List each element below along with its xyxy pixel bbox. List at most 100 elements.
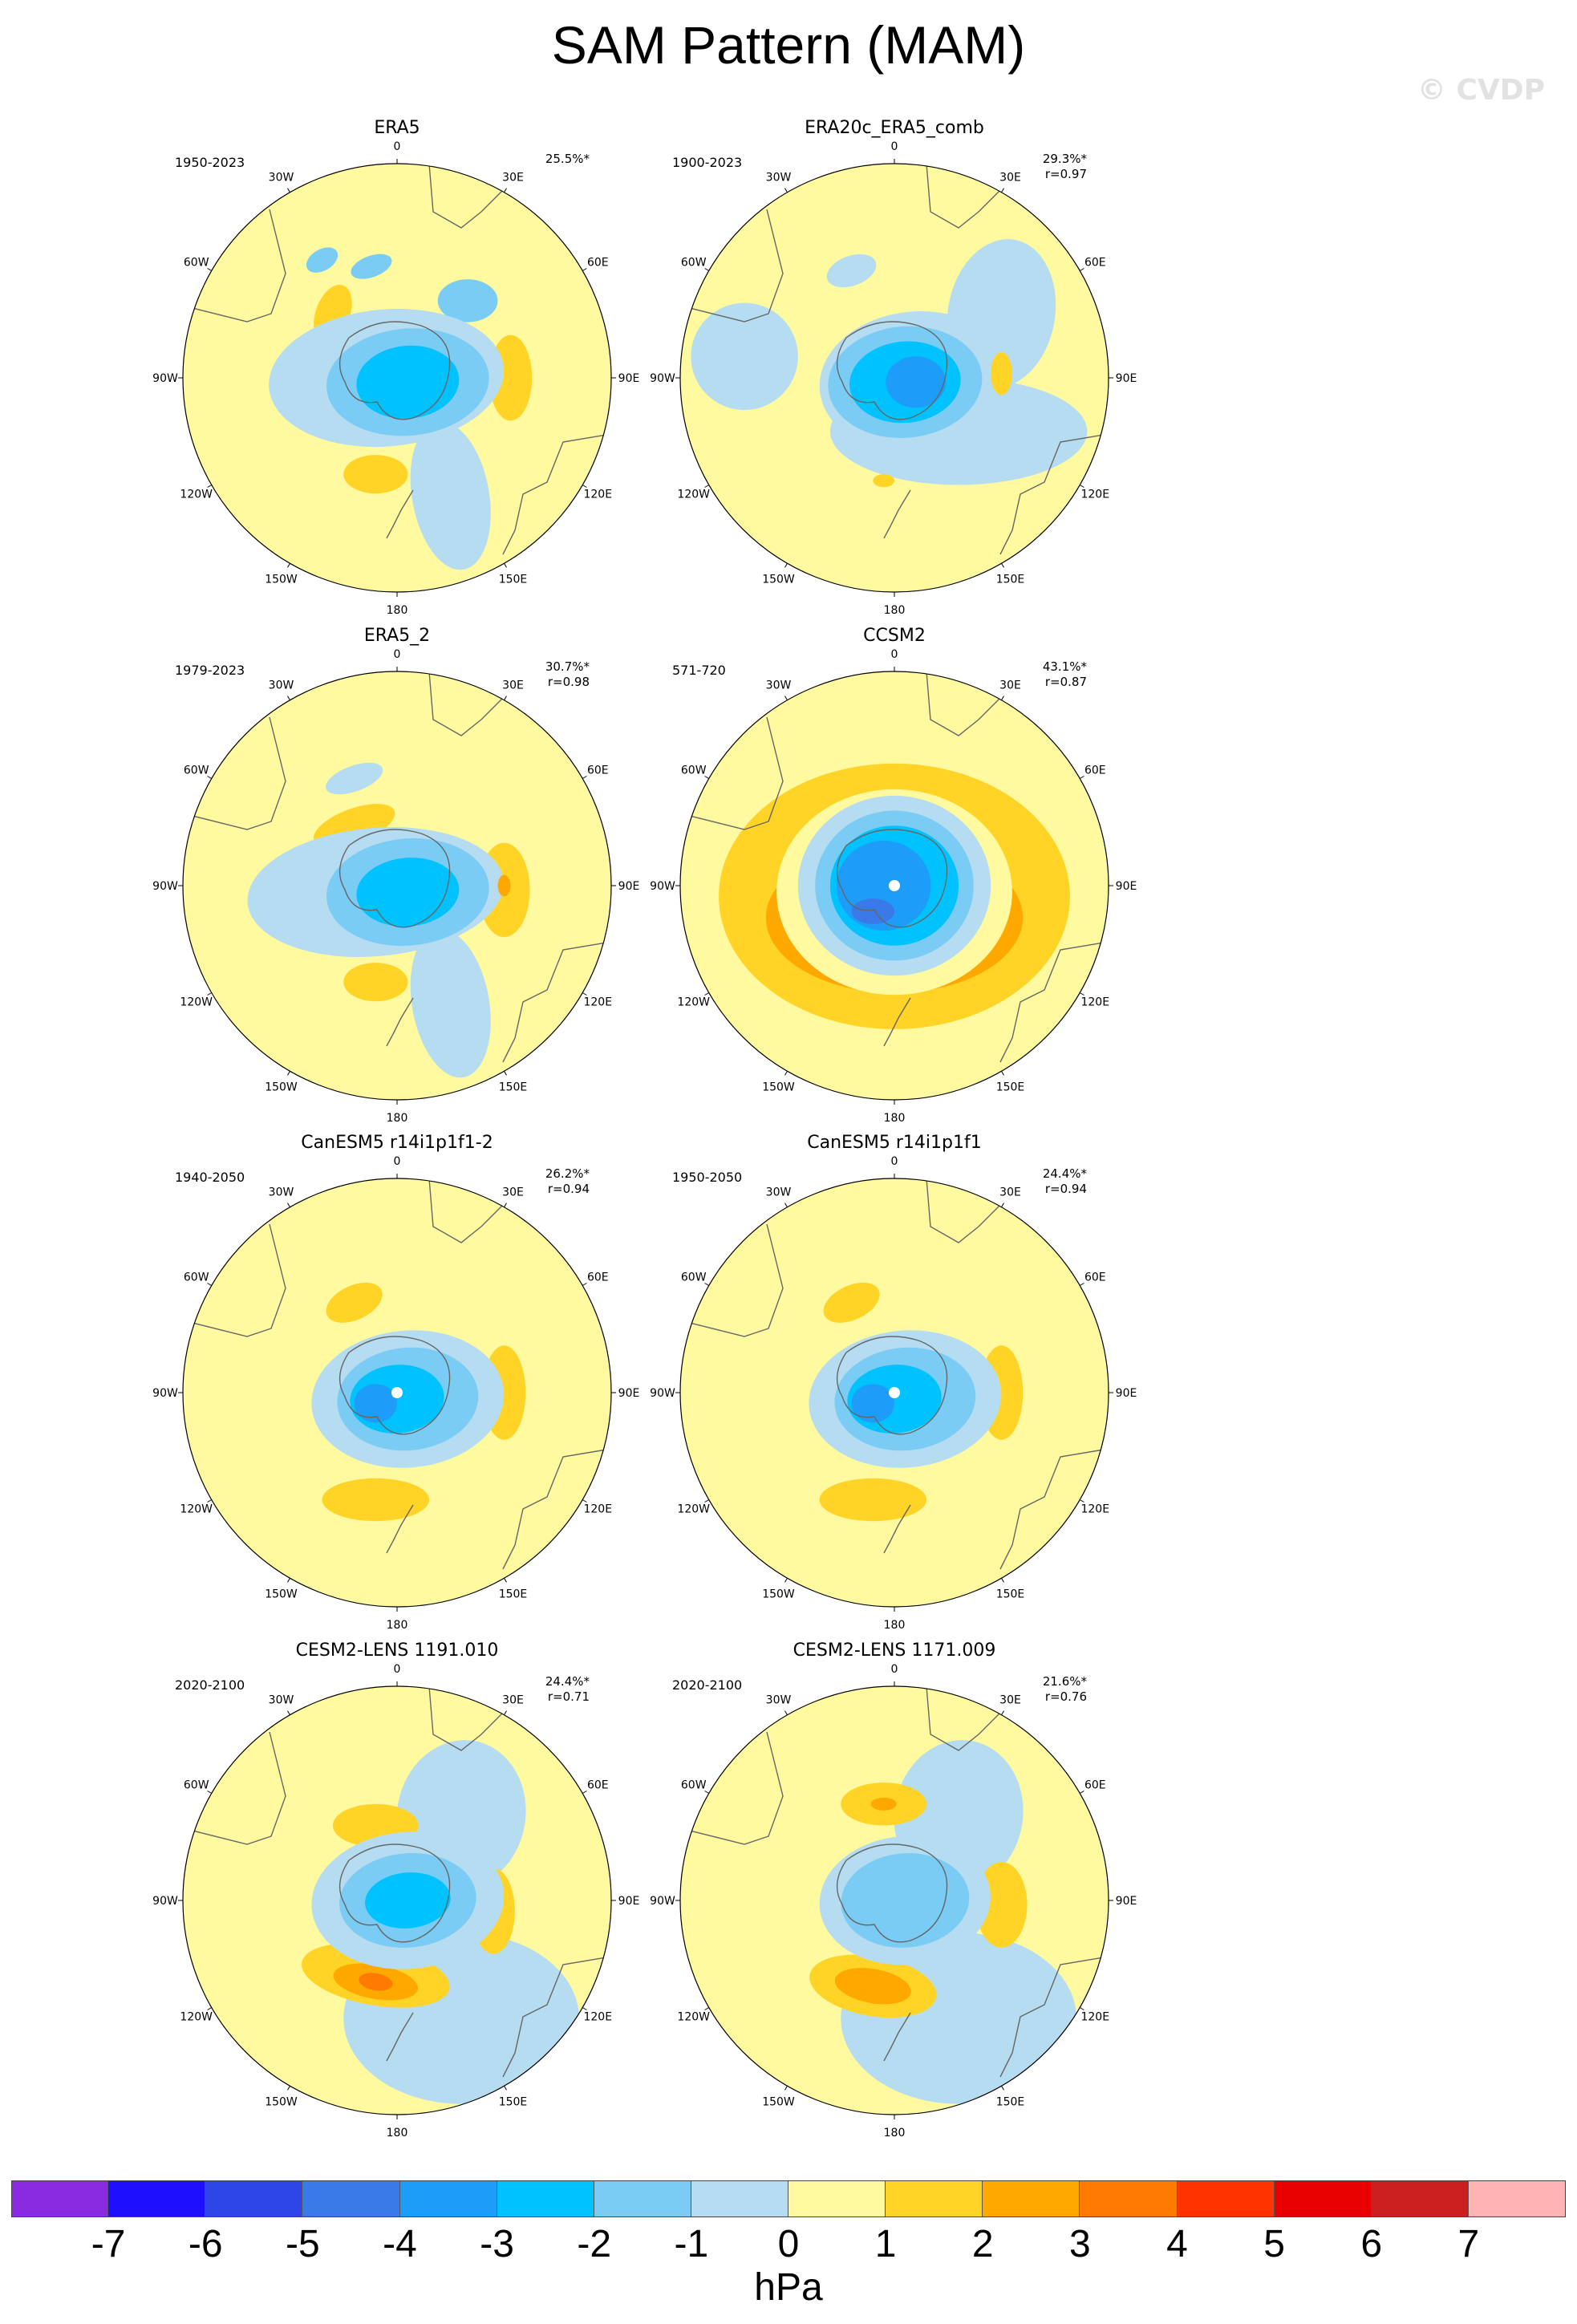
longitude-label: 120W (677, 996, 710, 1009)
longitude-tick (704, 1791, 710, 1794)
anomaly-contour (306, 247, 339, 273)
australia-coastline (502, 433, 611, 555)
africa-coastline (428, 1178, 514, 1243)
colorbar-swatch (1080, 2180, 1178, 2217)
longitude-tick (704, 992, 710, 996)
longitude-tick (287, 696, 290, 701)
anomaly-contour (886, 356, 947, 408)
polar-map: 0 30E 60E 90E 120E 150E 180 150W 120W 90W 60W 30W (152, 1155, 639, 1632)
anomaly-contour (359, 1973, 393, 1991)
panel-title: ERA20c_ERA5_comb (805, 118, 984, 138)
longitude-label: 0 (891, 648, 898, 661)
longitude-label: 150E (499, 2095, 528, 2108)
australia-coastline (502, 1448, 611, 1570)
longitude-tick (504, 188, 507, 193)
longitude-label: 30W (269, 1694, 294, 1707)
anomaly-contour (365, 1872, 451, 1929)
antarctica-coastline (836, 1336, 948, 1435)
longitude-label: 120E (1080, 489, 1109, 501)
longitude-label: 30W (766, 679, 792, 692)
longitude-label: 60E (587, 1272, 609, 1284)
anomaly-contour (826, 253, 877, 288)
longitude-label: 180 (387, 1112, 408, 1125)
south-pole-missing-dot (889, 880, 900, 891)
longitude-tick (704, 268, 710, 271)
longitude-label: 60W (184, 257, 209, 270)
panel-period: 571-720 (672, 663, 726, 678)
colorbar-swatch (788, 2180, 886, 2217)
longitude-label: 150E (499, 1081, 528, 1093)
longitude-label: 60W (681, 1779, 707, 1792)
colorbar-swatch (399, 2180, 497, 2217)
south-pole-missing-dot (889, 1387, 900, 1398)
longitude-tick (784, 1710, 788, 1716)
new-zealand-coastline (883, 1504, 911, 1554)
longitude-tick (784, 1070, 788, 1076)
longitude-label: 60W (184, 1272, 209, 1284)
longitude-label: 60W (681, 257, 707, 270)
anomaly-contour (356, 858, 460, 927)
africa-coastline (926, 164, 1011, 229)
longitude-label: 150E (996, 2095, 1025, 2108)
longitude-label: 30E (502, 1694, 524, 1707)
anomaly-contour (873, 474, 894, 488)
longitude-label: 60W (681, 765, 707, 777)
new-zealand-coastline (883, 489, 911, 539)
anomaly-contour (410, 421, 491, 570)
longitude-label: 60E (587, 765, 609, 777)
australia-coastline (502, 941, 611, 1063)
longitude-label: 90W (650, 1895, 675, 1908)
longitude-label: 150W (762, 573, 795, 586)
polar-map: 0 30E 60E 90E 120E 150E 180 150W 120W 90W 60W 30W (650, 1663, 1137, 2139)
longitude-label: 0 (394, 140, 401, 153)
longitude-tick (287, 1203, 290, 1208)
longitude-label: 0 (394, 1663, 401, 1676)
longitude-label: 150W (762, 1588, 795, 1600)
africa-coastline (428, 164, 514, 229)
colorbar-units: hPa (754, 2266, 823, 2309)
longitude-tick (1079, 776, 1084, 779)
panel-title: CESM2-LENS 1171.009 (793, 1641, 996, 1661)
longitude-label: 30W (766, 172, 792, 185)
map-panel: CESM2-LENS 1171.009 2020-2100 21.6%* r=0.76… (533, 1639, 1255, 2139)
panel-title: CESM2-LENS 1191.010 (295, 1641, 499, 1661)
longitude-tick (784, 562, 788, 568)
longitude-tick (582, 2007, 587, 2010)
panel-title: CCSM2 (863, 626, 926, 646)
anomaly-contour (819, 1478, 927, 1522)
longitude-tick (287, 2085, 290, 2091)
longitude-tick (504, 696, 507, 701)
south-america-coastline (680, 1731, 784, 1845)
new-zealand-coastline (386, 1504, 414, 1554)
south-america-coastline (680, 716, 784, 830)
longitude-label: 0 (394, 648, 401, 661)
south-america-coastline (183, 1731, 286, 1845)
longitude-tick (1001, 1577, 1004, 1583)
panel-variance-percent: 30.7%* (545, 659, 590, 674)
map-panel: CanESM5 r14i1p1f1 1950-2050 24.4%* r=0.94 0 3… (533, 1131, 1255, 1632)
longitude-tick (504, 1070, 507, 1076)
antarctica-coastline (339, 829, 451, 928)
colorbar-swatch (983, 2180, 1080, 2217)
colorbar-swatch (886, 2180, 983, 2217)
africa-coastline (926, 671, 1011, 736)
africa-coastline (428, 671, 514, 736)
longitude-label: 120W (180, 489, 213, 501)
colorbar-tick-label: -2 (577, 2223, 612, 2265)
longitude-tick (287, 1070, 290, 1076)
cvdp-watermark: © CVDP (1417, 74, 1545, 107)
longitude-label: 90E (1116, 1387, 1137, 1400)
longitude-tick (1001, 1203, 1004, 1208)
panel-pattern-correlation: r=0.94 (1044, 1182, 1087, 1196)
longitude-tick (207, 1791, 213, 1794)
longitude-label: 90E (1116, 1895, 1137, 1908)
longitude-tick (207, 1499, 213, 1503)
longitude-label: 30E (502, 172, 524, 185)
south-america-coastline (183, 716, 286, 830)
panel-period: 2020-2100 (175, 1677, 245, 1693)
longitude-tick (207, 268, 213, 271)
longitude-label: 30W (269, 1186, 294, 1199)
longitude-label: 90W (650, 880, 675, 893)
anomaly-contour (410, 929, 491, 1078)
longitude-label: 60W (184, 1779, 209, 1792)
